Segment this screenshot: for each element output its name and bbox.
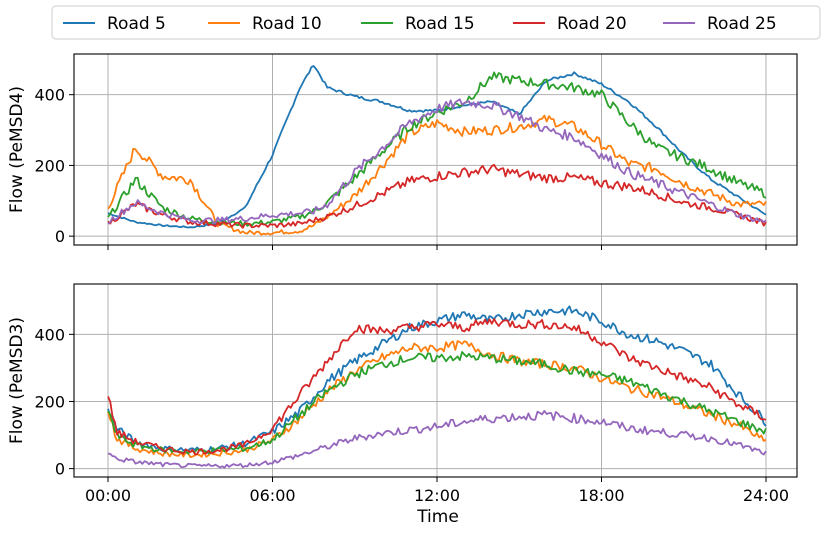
x-axis-label: Time bbox=[416, 507, 459, 527]
y-tick-label: 0 bbox=[55, 460, 65, 479]
legend-label-road-20: Road 20 bbox=[557, 14, 627, 34]
legend-label-road-25: Road 25 bbox=[707, 14, 777, 34]
plot-frame bbox=[73, 283, 798, 478]
legend-frame bbox=[51, 5, 821, 40]
x-tick-label: 24:00 bbox=[743, 486, 789, 505]
legend-label-road-5: Road 5 bbox=[107, 14, 166, 34]
x-tick-label: 00:00 bbox=[85, 486, 131, 505]
y-axis-label: Flow (PeMSD3) bbox=[7, 317, 27, 444]
series-line-road-20 bbox=[107, 163, 767, 229]
series-line-road-10 bbox=[107, 114, 767, 236]
y-tick-label: 200 bbox=[34, 392, 65, 411]
y-tick-label: 400 bbox=[34, 325, 65, 344]
panel-pemsd4: 0 200 400 Flow (PeMSD4) bbox=[7, 53, 798, 250]
panel-pemsd3: 0 200 400 00:00 06:00 12:00 18:00 24:00 Flow (Pe… bbox=[7, 283, 798, 505]
legend-label-road-10: Road 10 bbox=[252, 14, 322, 34]
series-line-road-20 bbox=[107, 318, 767, 456]
x-tick-label: 18:00 bbox=[578, 486, 624, 505]
legend-label-road-15: Road 15 bbox=[405, 14, 475, 34]
series-line-road-25 bbox=[107, 98, 767, 225]
series-line-road-15 bbox=[107, 351, 767, 455]
series-line-road-10 bbox=[107, 340, 767, 459]
y-tick-label: 200 bbox=[34, 156, 65, 175]
legend: Road 5 Road 10 Road 15 Road 20 Road 25 bbox=[51, 5, 821, 40]
plot-frame bbox=[73, 53, 798, 246]
series-line-road-25 bbox=[107, 409, 767, 469]
y-tick-label: 0 bbox=[55, 227, 65, 246]
x-tick-label: 12:00 bbox=[414, 486, 460, 505]
x-tick-label: 06:00 bbox=[249, 486, 295, 505]
y-tick-label: 400 bbox=[34, 86, 65, 105]
y-axis-label: Flow (PeMSD4) bbox=[7, 86, 27, 213]
